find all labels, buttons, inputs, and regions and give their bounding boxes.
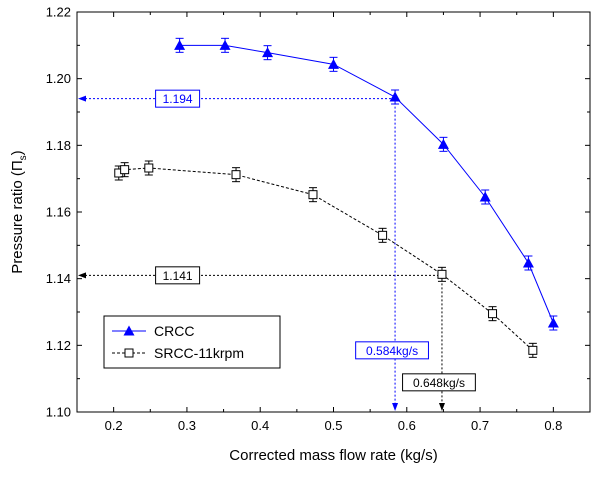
y-tick-label: 1.14 [46, 271, 71, 286]
legend-box [103, 315, 281, 369]
value-annotation-label-box [155, 266, 201, 285]
flow-annotation-label-box [355, 341, 429, 360]
legend-label: CRCC [154, 323, 194, 339]
data-point-square [144, 163, 154, 173]
data-point-triangle [479, 191, 491, 202]
data-point-triangle [389, 91, 401, 102]
y-tick-label: 1.16 [46, 205, 71, 220]
data-point-triangle [219, 39, 231, 50]
x-tick-label: 0.8 [544, 418, 562, 433]
x-tick-label: 0.4 [251, 418, 269, 433]
data-point-square [437, 269, 447, 279]
value-annotation-label: 1.194 [163, 92, 193, 106]
guide-arrowhead [438, 403, 445, 411]
data-point-triangle [262, 47, 274, 58]
data-point-triangle [547, 317, 559, 328]
x-tick-label: 0.3 [178, 418, 196, 433]
data-point-square [378, 230, 388, 240]
x-tick-label: 0.5 [324, 418, 342, 433]
y-tick-label: 1.10 [46, 405, 71, 420]
data-point-square [528, 345, 538, 355]
value-annotation-label: 1.141 [163, 269, 193, 283]
y-tick-label: 1.12 [46, 338, 71, 353]
y-axis-label: Pressure ratio (Πs) [9, 150, 29, 273]
legend-marker-square [124, 348, 134, 358]
y-tick-label: 1.22 [46, 5, 71, 20]
flow-annotation-label-box [402, 373, 476, 392]
value-annotation-label-box [155, 89, 201, 108]
data-point-triangle [522, 257, 534, 268]
x-axis-label: Corrected mass flow rate (kg/s) [229, 447, 437, 464]
data-point-square [488, 309, 498, 319]
data-point-square [120, 165, 130, 175]
legend-label: SRCC-11krpm [154, 345, 244, 361]
data-point-triangle [174, 39, 186, 50]
data-point-triangle [328, 58, 339, 69]
x-tick-label: 0.2 [105, 418, 123, 433]
flow-annotation-label: 0.648kg/s [413, 376, 465, 390]
series-line [179, 44, 554, 324]
guide-arrowhead [78, 95, 86, 102]
data-point-triangle [437, 138, 449, 149]
data-point-square [231, 170, 241, 180]
legend-marker-triangle [123, 325, 135, 336]
x-tick-label: 0.6 [398, 418, 416, 433]
guide-arrowhead [78, 272, 86, 279]
x-tick-label: 0.7 [471, 418, 489, 433]
y-tick-label: 1.18 [46, 138, 71, 153]
guide-arrowhead [392, 403, 399, 411]
flow-annotation-label: 0.584kg/s [366, 344, 418, 358]
y-tick-label: 1.20 [46, 71, 71, 86]
data-point-square [308, 190, 318, 200]
